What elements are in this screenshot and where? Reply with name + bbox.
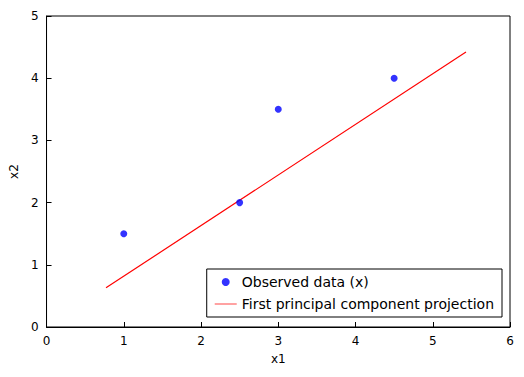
svg-text:0: 0 [31, 320, 39, 334]
svg-text:6: 6 [506, 334, 514, 348]
svg-text:First principal component proj: First principal component projection [242, 296, 494, 312]
svg-text:0: 0 [43, 334, 51, 348]
svg-text:3: 3 [274, 334, 282, 348]
svg-text:4: 4 [352, 334, 360, 348]
svg-text:x1: x1 [271, 352, 286, 366]
svg-text:3: 3 [31, 133, 39, 147]
svg-text:x2: x2 [7, 164, 21, 179]
svg-text:5: 5 [31, 9, 39, 23]
svg-text:Observed data (x): Observed data (x) [242, 274, 369, 290]
svg-text:2: 2 [197, 334, 205, 348]
svg-text:2: 2 [31, 196, 39, 210]
svg-text:1: 1 [120, 334, 128, 348]
svg-text:5: 5 [429, 334, 437, 348]
svg-text:4: 4 [31, 71, 39, 85]
svg-text:1: 1 [31, 258, 39, 272]
